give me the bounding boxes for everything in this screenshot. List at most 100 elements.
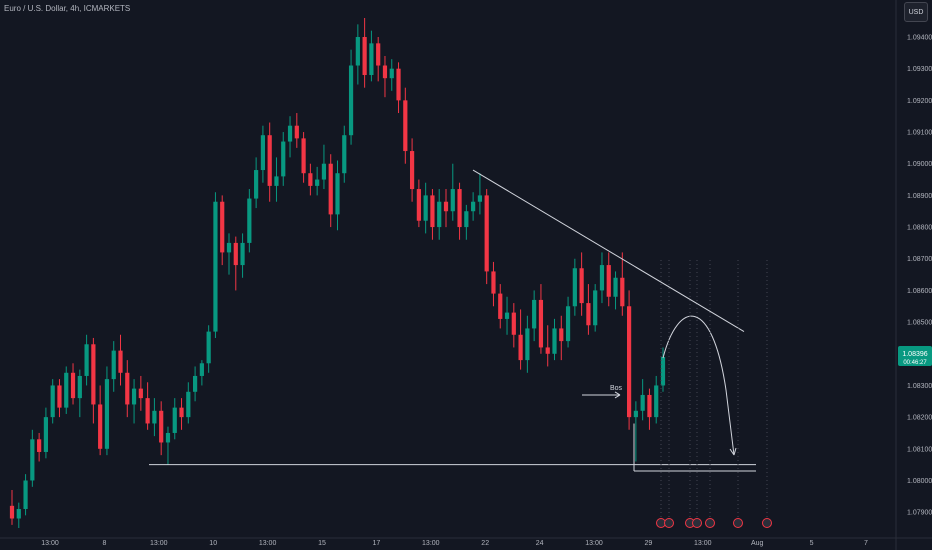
candle-body [50, 385, 55, 418]
candle [240, 233, 245, 278]
candle [559, 315, 564, 361]
x-tick-label: 13:00 [585, 540, 603, 547]
x-tick-label: 13:00 [259, 540, 277, 547]
event-marker [692, 518, 702, 528]
x-tick-label: 13:00 [150, 540, 168, 547]
projection-curve [662, 315, 735, 456]
candle-body [179, 407, 184, 418]
candle [403, 87, 408, 164]
candle-body [281, 141, 286, 177]
candle [152, 398, 157, 437]
candle [471, 192, 476, 221]
candle-body [240, 242, 245, 266]
candle-body [118, 350, 123, 373]
candle-body [84, 344, 89, 376]
candle-body [206, 331, 211, 364]
candle-body [430, 195, 435, 228]
candle [430, 189, 435, 240]
candle-body [403, 100, 408, 152]
candle-body [484, 195, 489, 272]
candle [606, 252, 611, 307]
y-tick-label: 1.08900 [907, 193, 932, 200]
candle-body [254, 170, 259, 199]
candle-body [247, 198, 252, 243]
candle [525, 315, 530, 373]
candle-body [572, 268, 577, 307]
candle-body [70, 372, 76, 399]
candle-body [593, 290, 598, 326]
y-tick-label: 1.08300 [907, 383, 932, 390]
candle-body [226, 242, 232, 253]
candle [179, 398, 184, 430]
event-marker [705, 518, 715, 528]
candle-body [545, 347, 550, 354]
candle-body [125, 372, 130, 405]
candle [145, 382, 150, 430]
candle [131, 379, 137, 424]
candle [538, 284, 544, 354]
candle [342, 125, 347, 183]
candle [626, 290, 632, 430]
candle [484, 189, 489, 285]
event-marker [664, 518, 674, 528]
candle [125, 360, 130, 418]
candle [192, 366, 198, 402]
candle-body [213, 201, 218, 332]
candle-body [552, 328, 557, 354]
candle [294, 113, 299, 148]
candle [518, 309, 523, 370]
candle [260, 125, 266, 183]
candle [37, 432, 42, 462]
candle-body [342, 135, 347, 174]
symbol-title: Euro / U.S. Dollar, 4h, ICMARKETS [4, 4, 131, 13]
candle-body [57, 385, 62, 408]
currency-button[interactable]: USD [904, 2, 928, 22]
event-marker [762, 518, 772, 528]
candle-body [321, 163, 327, 180]
candle-body [538, 299, 544, 348]
candle [437, 189, 442, 240]
y-tick-label: 1.08000 [907, 478, 932, 485]
candle [545, 325, 550, 367]
candle-body [199, 363, 204, 376]
x-tick-label: 15 [318, 540, 326, 547]
x-tick-label: 17 [373, 540, 381, 547]
candle-body [335, 173, 340, 215]
candle [206, 325, 211, 373]
candle-body [186, 391, 191, 418]
candle [491, 261, 496, 307]
candle-body [260, 135, 266, 171]
candle-body [633, 410, 638, 418]
candle-body [620, 277, 625, 307]
candle [226, 233, 232, 275]
candle-body [599, 265, 605, 291]
candle [281, 132, 286, 186]
candle-body [647, 394, 652, 418]
candle-body [369, 43, 374, 76]
candle-body [654, 385, 659, 418]
candle-body [464, 211, 469, 228]
x-tick-label: 22 [481, 540, 489, 547]
candle-body [660, 356, 666, 386]
candle [172, 398, 177, 440]
candle [362, 18, 367, 88]
candle [579, 252, 584, 316]
candle-body [348, 65, 354, 136]
x-tick-label: 13:00 [422, 540, 440, 547]
candle-body [111, 350, 116, 380]
x-tick-label: 13:00 [41, 540, 59, 547]
candle [43, 407, 49, 459]
candle-body [30, 439, 35, 481]
y-tick-label: 1.08700 [907, 256, 932, 263]
candle [552, 318, 557, 361]
candle [77, 369, 82, 418]
candle [159, 401, 164, 456]
candle [335, 160, 340, 231]
candle [165, 426, 171, 465]
candle [91, 337, 96, 424]
candle-body [165, 432, 171, 443]
candle-body [423, 195, 428, 221]
candle [532, 290, 537, 342]
